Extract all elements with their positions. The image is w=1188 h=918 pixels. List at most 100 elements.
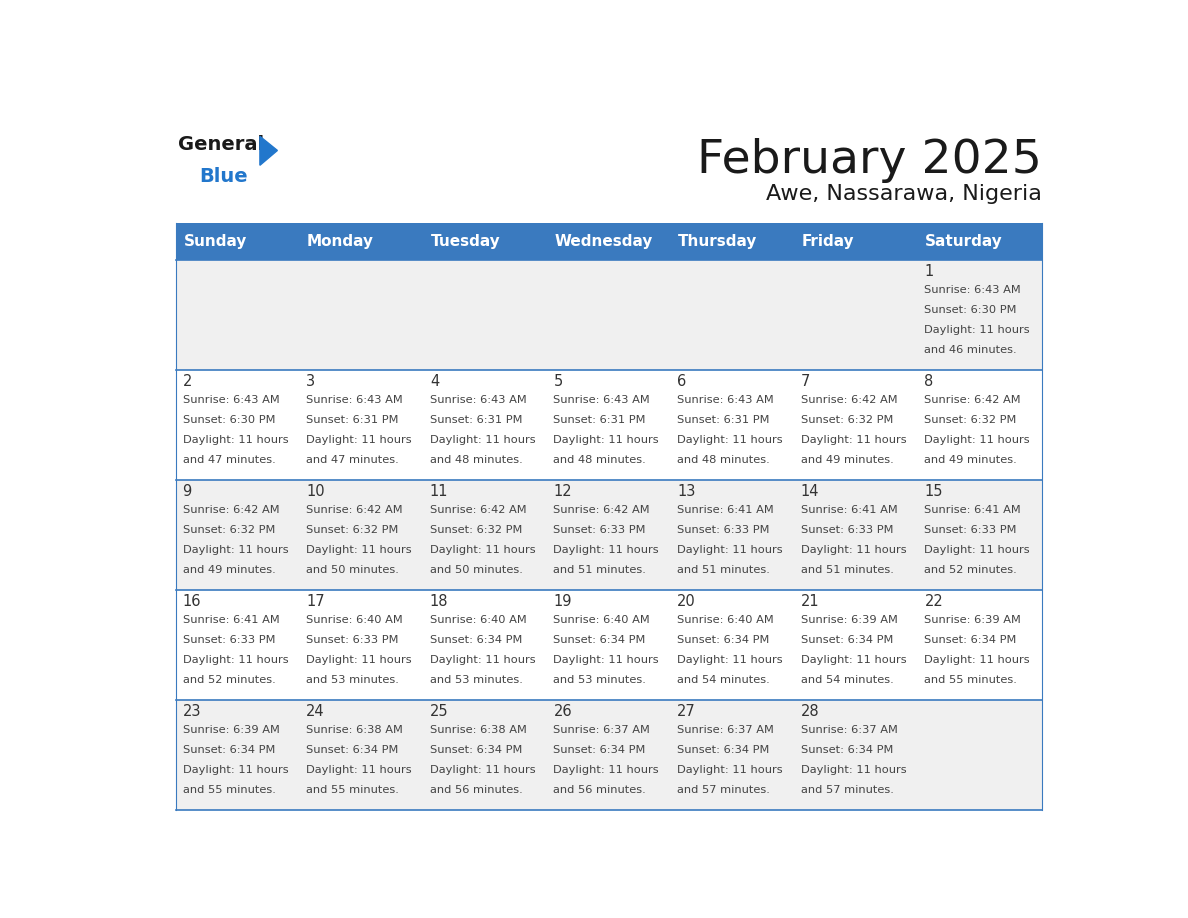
- Bar: [176, 223, 299, 260]
- Text: 18: 18: [430, 594, 448, 610]
- Text: and 50 minutes.: and 50 minutes.: [307, 565, 399, 575]
- Bar: [176, 480, 299, 590]
- Text: Daylight: 11 hours: Daylight: 11 hours: [801, 545, 906, 555]
- Bar: [423, 590, 546, 700]
- Bar: [299, 370, 423, 480]
- Bar: [918, 700, 1042, 810]
- Text: Sunrise: 6:42 AM: Sunrise: 6:42 AM: [307, 506, 403, 515]
- Text: Sunrise: 6:40 AM: Sunrise: 6:40 AM: [430, 615, 526, 625]
- Text: and 53 minutes.: and 53 minutes.: [307, 675, 399, 685]
- Text: Friday: Friday: [802, 234, 854, 249]
- Text: Sunset: 6:34 PM: Sunset: 6:34 PM: [430, 635, 523, 645]
- Bar: [546, 480, 671, 590]
- Text: Monday: Monday: [308, 234, 374, 249]
- Text: and 51 minutes.: and 51 minutes.: [677, 565, 770, 575]
- Bar: [795, 223, 918, 260]
- Bar: [918, 223, 1042, 260]
- Text: Sunrise: 6:37 AM: Sunrise: 6:37 AM: [677, 725, 775, 735]
- Text: 21: 21: [801, 594, 820, 610]
- Bar: [546, 260, 671, 370]
- Text: 9: 9: [183, 484, 191, 499]
- Text: Sunrise: 6:42 AM: Sunrise: 6:42 AM: [554, 506, 650, 515]
- Text: 17: 17: [307, 594, 324, 610]
- Text: 24: 24: [307, 704, 324, 719]
- Text: 22: 22: [924, 594, 943, 610]
- Text: Wednesday: Wednesday: [555, 234, 652, 249]
- Bar: [795, 700, 918, 810]
- Text: Sunrise: 6:41 AM: Sunrise: 6:41 AM: [183, 615, 279, 625]
- Text: Sunset: 6:32 PM: Sunset: 6:32 PM: [183, 525, 274, 535]
- Text: Awe, Nassarawa, Nigeria: Awe, Nassarawa, Nigeria: [766, 185, 1042, 205]
- Text: and 55 minutes.: and 55 minutes.: [924, 675, 1017, 685]
- Text: Daylight: 11 hours: Daylight: 11 hours: [183, 655, 289, 665]
- Text: Sunset: 6:32 PM: Sunset: 6:32 PM: [430, 525, 523, 535]
- Text: Sunset: 6:31 PM: Sunset: 6:31 PM: [554, 415, 646, 425]
- Text: 15: 15: [924, 484, 943, 499]
- Text: Sunset: 6:34 PM: Sunset: 6:34 PM: [430, 745, 523, 756]
- Text: and 52 minutes.: and 52 minutes.: [924, 565, 1017, 575]
- Bar: [176, 700, 299, 810]
- Text: and 53 minutes.: and 53 minutes.: [430, 675, 523, 685]
- Text: Sunrise: 6:39 AM: Sunrise: 6:39 AM: [801, 615, 898, 625]
- Text: 23: 23: [183, 704, 201, 719]
- Text: Sunrise: 6:41 AM: Sunrise: 6:41 AM: [924, 506, 1022, 515]
- Text: Daylight: 11 hours: Daylight: 11 hours: [554, 655, 659, 665]
- Text: Daylight: 11 hours: Daylight: 11 hours: [430, 545, 536, 555]
- Text: 13: 13: [677, 484, 695, 499]
- Text: Sunset: 6:34 PM: Sunset: 6:34 PM: [677, 635, 770, 645]
- Bar: [423, 223, 546, 260]
- Bar: [671, 700, 795, 810]
- Bar: [546, 700, 671, 810]
- Text: 25: 25: [430, 704, 448, 719]
- Bar: [795, 260, 918, 370]
- Text: Sunset: 6:30 PM: Sunset: 6:30 PM: [924, 306, 1017, 315]
- Bar: [299, 590, 423, 700]
- Text: and 48 minutes.: and 48 minutes.: [554, 454, 646, 465]
- Text: and 52 minutes.: and 52 minutes.: [183, 675, 276, 685]
- Text: and 48 minutes.: and 48 minutes.: [677, 454, 770, 465]
- Text: Daylight: 11 hours: Daylight: 11 hours: [183, 765, 289, 775]
- Bar: [918, 370, 1042, 480]
- Text: Sunset: 6:30 PM: Sunset: 6:30 PM: [183, 415, 276, 425]
- Text: 10: 10: [307, 484, 324, 499]
- Text: Daylight: 11 hours: Daylight: 11 hours: [430, 655, 536, 665]
- Bar: [299, 260, 423, 370]
- Text: Sunrise: 6:40 AM: Sunrise: 6:40 AM: [307, 615, 403, 625]
- Text: Sunset: 6:34 PM: Sunset: 6:34 PM: [677, 745, 770, 756]
- Bar: [918, 480, 1042, 590]
- Text: 11: 11: [430, 484, 448, 499]
- Bar: [795, 480, 918, 590]
- Text: Sunset: 6:33 PM: Sunset: 6:33 PM: [801, 525, 893, 535]
- Bar: [176, 370, 299, 480]
- Text: Sunrise: 6:42 AM: Sunrise: 6:42 AM: [430, 506, 526, 515]
- Bar: [423, 370, 546, 480]
- Text: 16: 16: [183, 594, 201, 610]
- Bar: [671, 480, 795, 590]
- Text: 8: 8: [924, 375, 934, 389]
- Text: Daylight: 11 hours: Daylight: 11 hours: [677, 765, 783, 775]
- Text: and 51 minutes.: and 51 minutes.: [801, 565, 893, 575]
- Text: and 49 minutes.: and 49 minutes.: [801, 454, 893, 465]
- Text: Sunset: 6:34 PM: Sunset: 6:34 PM: [554, 745, 646, 756]
- Text: Sunset: 6:32 PM: Sunset: 6:32 PM: [307, 525, 399, 535]
- Text: Tuesday: Tuesday: [431, 234, 500, 249]
- Text: Sunset: 6:34 PM: Sunset: 6:34 PM: [801, 745, 893, 756]
- Text: 3: 3: [307, 375, 315, 389]
- Text: Sunrise: 6:38 AM: Sunrise: 6:38 AM: [430, 725, 526, 735]
- Text: Sunrise: 6:39 AM: Sunrise: 6:39 AM: [183, 725, 279, 735]
- Bar: [671, 223, 795, 260]
- Bar: [795, 590, 918, 700]
- Text: Sunrise: 6:43 AM: Sunrise: 6:43 AM: [430, 396, 526, 406]
- Text: Daylight: 11 hours: Daylight: 11 hours: [307, 545, 412, 555]
- Text: and 55 minutes.: and 55 minutes.: [307, 785, 399, 795]
- Bar: [795, 370, 918, 480]
- Text: and 57 minutes.: and 57 minutes.: [677, 785, 770, 795]
- Text: and 50 minutes.: and 50 minutes.: [430, 565, 523, 575]
- Text: Sunrise: 6:42 AM: Sunrise: 6:42 AM: [801, 396, 897, 406]
- Text: Sunset: 6:32 PM: Sunset: 6:32 PM: [801, 415, 893, 425]
- Text: 5: 5: [554, 375, 563, 389]
- Bar: [299, 223, 423, 260]
- Text: Sunrise: 6:37 AM: Sunrise: 6:37 AM: [554, 725, 650, 735]
- Text: Daylight: 11 hours: Daylight: 11 hours: [430, 765, 536, 775]
- Text: and 47 minutes.: and 47 minutes.: [183, 454, 276, 465]
